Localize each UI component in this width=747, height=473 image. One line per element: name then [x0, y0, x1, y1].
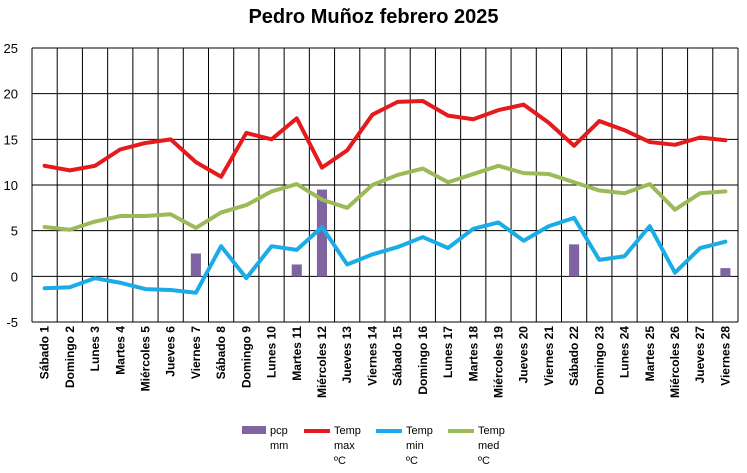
x-tick-label: Sábado 1 — [38, 326, 52, 380]
legend-label-temp-min: Temp min ºC — [406, 425, 433, 467]
legend: pcp mm Temp max ºC Temp min ºC Temp med … — [242, 424, 742, 469]
x-tick-label: Miércoles 12 — [315, 326, 329, 398]
x-tick-label: Sábado 15 — [391, 326, 405, 386]
grid-layer — [31, 47, 739, 323]
bar — [720, 268, 731, 277]
bar — [569, 244, 580, 277]
bar — [291, 264, 302, 277]
x-tick-label: Miércoles 19 — [491, 326, 505, 398]
y-tick-label: 5 — [11, 224, 18, 239]
x-tick-label: Lunes 3 — [88, 326, 102, 372]
x-tick-label: Martes 11 — [290, 326, 304, 381]
x-tick-label: Domingo 9 — [239, 326, 253, 388]
bar — [316, 189, 328, 277]
x-tick-label: Martes 25 — [643, 326, 657, 382]
bar-layer — [190, 189, 731, 277]
legend-label-pcp: pcp mm — [270, 425, 289, 452]
x-tick-label: Lunes 10 — [265, 326, 279, 378]
legend-label-temp-max: Temp max ºC — [334, 425, 361, 467]
y-tick-label: -5 — [6, 315, 18, 330]
axis-layer: -5 0 5 10 15 20 25 Sábado 1 Domingo 2 Lunes 3 Mart… — [4, 41, 733, 398]
x-tick-label: Domingo 16 — [416, 326, 430, 395]
y-tick-label: 25 — [4, 41, 18, 56]
x-tick-label: Lunes 17 — [441, 326, 455, 378]
y-tick-label: 10 — [4, 178, 18, 193]
line-layer — [42, 98, 728, 295]
y-tick-label: 0 — [11, 269, 18, 284]
x-tick-label: Viernes 14 — [365, 326, 379, 386]
x-tick-label: Jueves 13 — [340, 326, 354, 384]
x-tick-label: Martes 18 — [466, 326, 480, 382]
x-tick-label: Sábado 8 — [214, 326, 228, 380]
x-tick-label: Miércoles 26 — [668, 326, 682, 398]
x-tick-label: Domingo 23 — [592, 326, 606, 395]
legend-swatch-temp-min — [376, 429, 402, 433]
chart-title: Pedro Muñoz febrero 2025 — [248, 6, 499, 28]
series-line — [42, 215, 728, 295]
y-tick-label: 20 — [4, 87, 18, 102]
legend-swatch-pcp — [242, 426, 266, 434]
x-tick-label: Domingo 2 — [63, 326, 77, 388]
x-tick-label: Jueves 6 — [164, 326, 178, 377]
bar — [190, 253, 201, 277]
x-tick-label: Jueves 27 — [693, 326, 707, 384]
x-tick-label: Jueves 20 — [517, 326, 531, 384]
x-tick-label: Sábado 22 — [567, 326, 581, 386]
x-tick-label: Viernes 28 — [718, 326, 732, 386]
legend-swatch-temp-med — [448, 429, 474, 433]
x-tick-label: Lunes 24 — [618, 326, 632, 378]
x-tick-label: Viernes 7 — [189, 326, 203, 379]
x-tick-label: Martes 4 — [113, 326, 127, 375]
series-line — [42, 98, 728, 179]
legend-swatch-temp-max — [304, 429, 330, 433]
legend-label-temp-med: Temp med ºC — [478, 425, 505, 467]
y-tick-label: 15 — [4, 132, 18, 147]
series-line — [42, 163, 728, 232]
x-tick-label: Miércoles 5 — [138, 326, 152, 392]
x-tick-label: Viernes 21 — [542, 326, 556, 386]
